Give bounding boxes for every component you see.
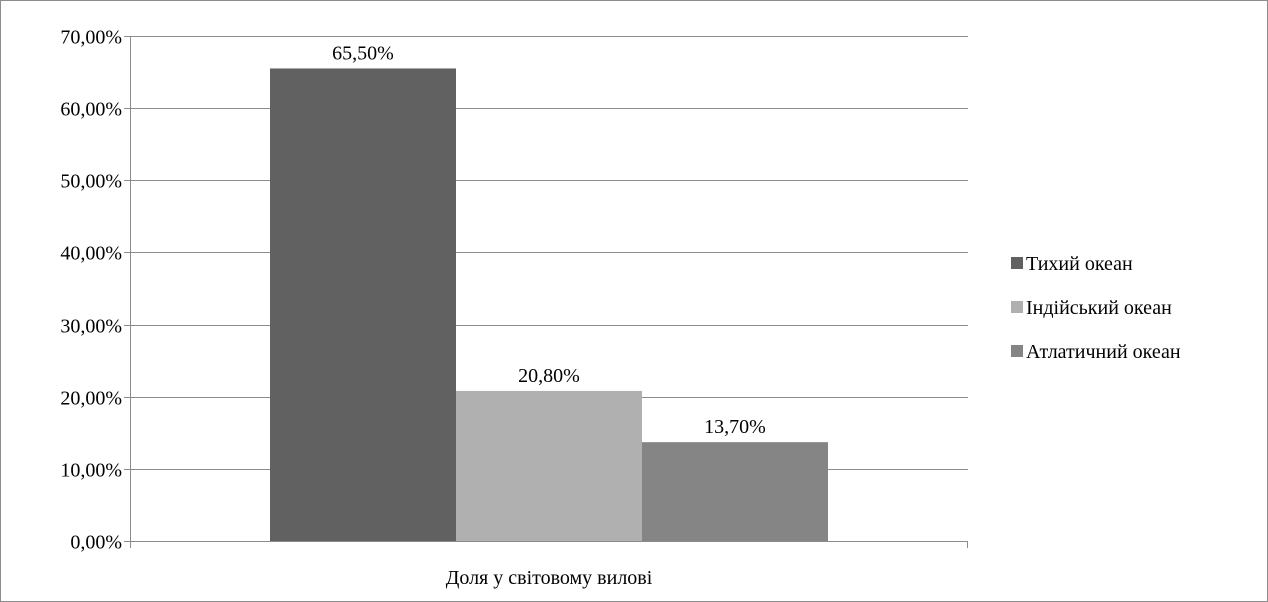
gridlines [130,36,968,470]
legend-swatch [1011,301,1023,313]
y-tick-label: 50,00% [60,171,122,193]
y-tick-label: 0,00% [70,532,122,554]
y-tick-label: 60,00% [60,99,122,121]
axes: 0,00% 10,00% 20,00% 30,00% 40,00% 50,00% 60,00… [60,27,968,554]
legend-label: Тихий океан [1026,253,1133,275]
y-tick-label: 10,00% [60,460,122,482]
y-tick-label: 20,00% [60,388,122,410]
bar [642,442,828,541]
legend-label: Індійський океан [1026,297,1172,319]
data-label: 20,80% [518,365,580,387]
legend-swatch [1011,257,1023,269]
legend: Тихий океан Індійський океан Атлатичний ок… [1011,253,1181,363]
bar [270,68,456,541]
data-label: 13,70% [704,416,766,438]
data-label: 65,50% [332,42,394,64]
legend-swatch [1011,345,1023,357]
y-tick-label: 70,00% [60,27,122,49]
y-tick-label: 30,00% [60,316,122,338]
bar [456,390,642,541]
category-label: Доля у світовому вилові [446,567,653,589]
y-tick-label: 40,00% [60,243,122,265]
legend-label: Атлатичний океан [1026,341,1181,363]
bars [270,68,828,541]
labels: 65,50% 20,80% 13,70% Доля у світовому вилов… [332,42,766,589]
